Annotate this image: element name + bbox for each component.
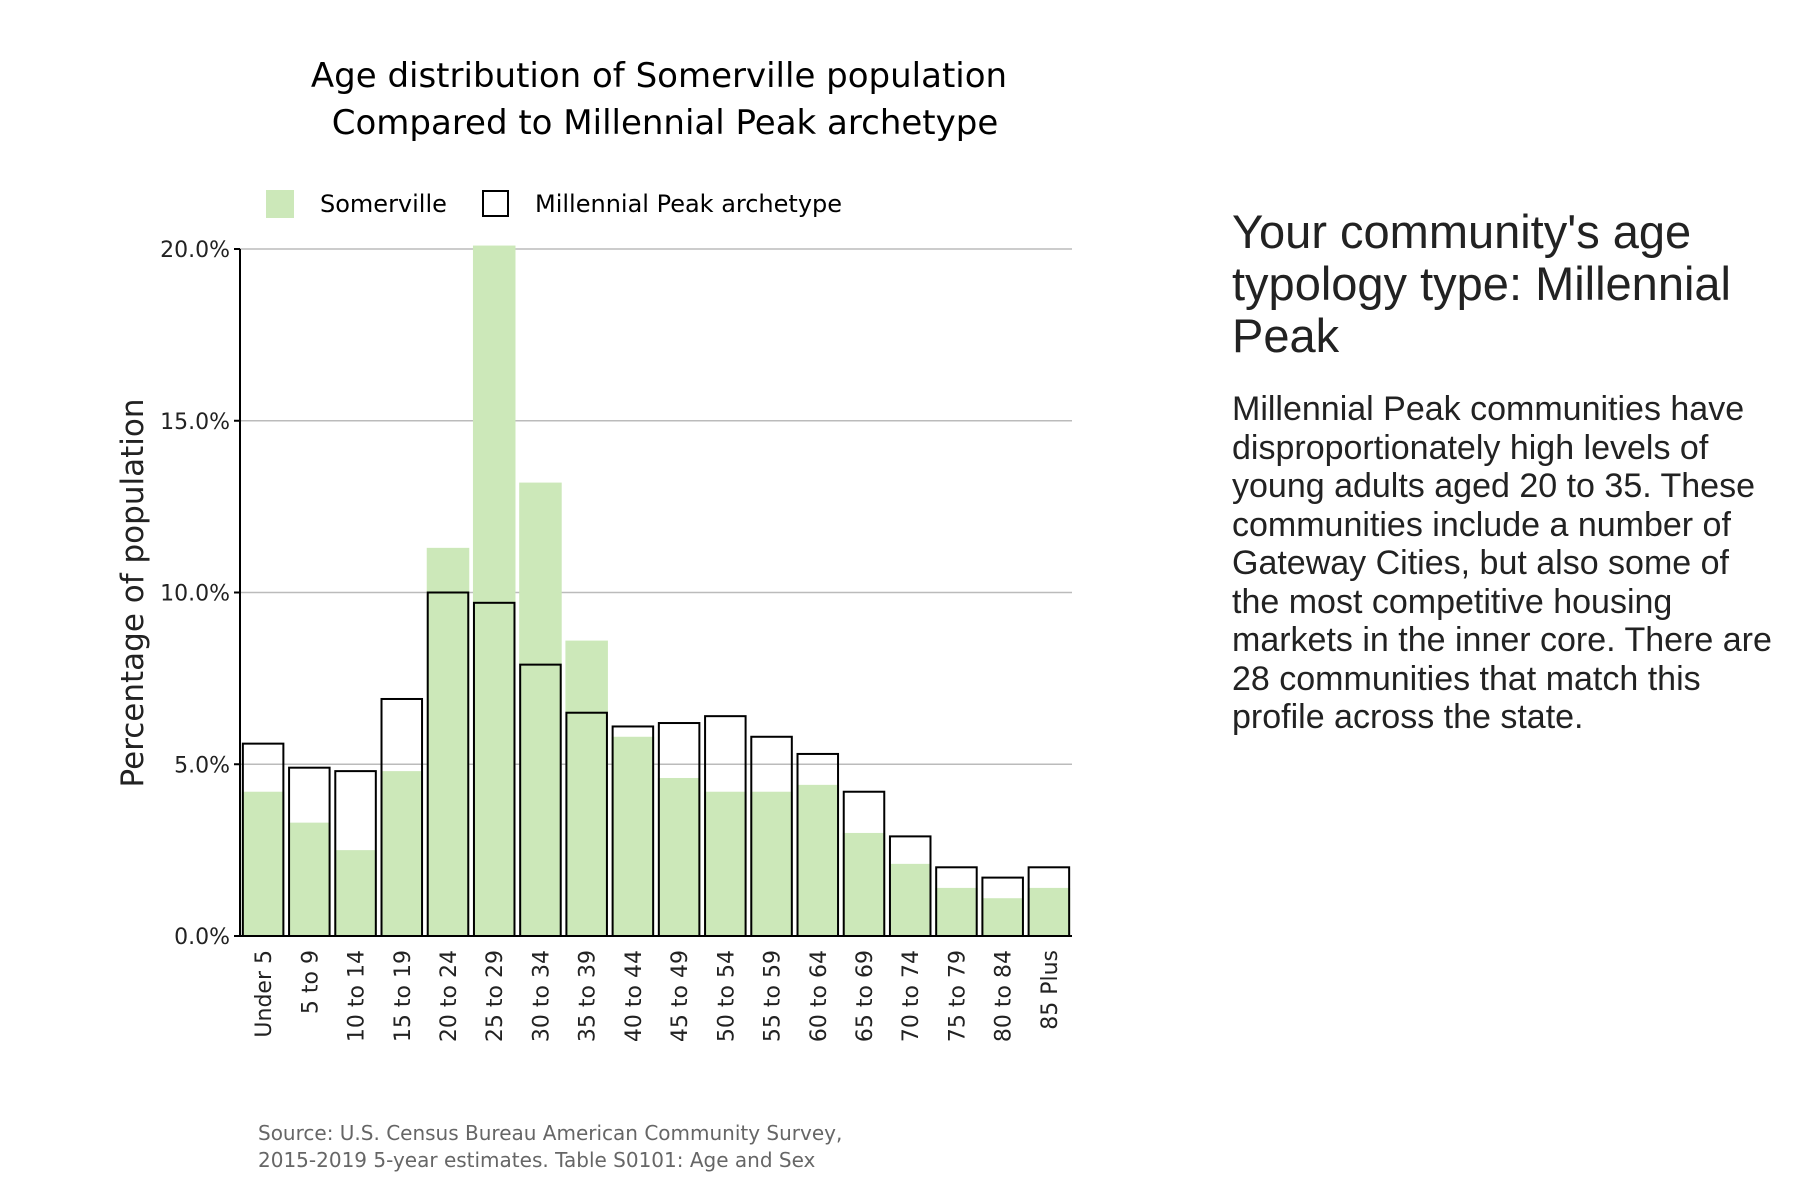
source-line-1: Source: U.S. Census Bureau American Comm… bbox=[258, 1121, 842, 1145]
chart-subtitle: Compared to Millennial Peak archetype bbox=[332, 103, 999, 143]
y-tick-label: 10.0% bbox=[160, 582, 230, 607]
somerville-bar-65-to-69 bbox=[842, 832, 886, 936]
x-tick-label: 45 to 49 bbox=[668, 950, 693, 1042]
legend-label-archetype: Millennial Peak archetype bbox=[535, 190, 842, 218]
x-tick-label: Under 5 bbox=[252, 950, 277, 1038]
x-tick-label: 65 to 69 bbox=[853, 950, 878, 1042]
legend-swatch-archetype bbox=[482, 190, 509, 217]
x-tick-label: 30 to 34 bbox=[529, 950, 554, 1042]
somerville-bar-5-to-9 bbox=[288, 822, 331, 936]
somerville-bar-25-to-29 bbox=[472, 245, 516, 936]
gridlines bbox=[240, 248, 1072, 765]
x-tick-label: 70 to 74 bbox=[899, 950, 924, 1042]
somerville-bar-75-to-79 bbox=[935, 887, 978, 936]
somerville-bar-10-to-14 bbox=[334, 850, 377, 936]
y-tick-label: 15.0% bbox=[160, 410, 230, 435]
x-tick-label: 15 to 19 bbox=[391, 950, 416, 1042]
x-tick-label: 35 to 39 bbox=[576, 950, 601, 1042]
somerville-bar-30-to-34 bbox=[519, 482, 562, 936]
somerville-bar-80-to-84 bbox=[981, 898, 1024, 936]
y-tick-label: 0.0% bbox=[174, 925, 230, 950]
x-tick-label: 25 to 29 bbox=[483, 950, 508, 1042]
source-line-2: 2015-2019 5-year estimates. Table S0101:… bbox=[258, 1148, 816, 1172]
somerville-bar-70-to-74 bbox=[888, 863, 932, 936]
somerville-bars bbox=[241, 245, 1071, 936]
somerville-bar-55-to-59 bbox=[750, 791, 793, 936]
somerville-bar-40-to-44 bbox=[611, 736, 655, 936]
y-axis-ticks: 0.0% 5.0% 10.0% 15.0% 20.0% bbox=[160, 238, 240, 950]
typology-description: Millennial Peak communities have disprop… bbox=[1232, 390, 1772, 736]
legend-swatch-somerville bbox=[266, 190, 294, 218]
somerville-bar-85-plus bbox=[1027, 887, 1071, 936]
somerville-bar-45-to-49 bbox=[657, 777, 701, 936]
x-tick-label: 80 to 84 bbox=[992, 950, 1017, 1042]
x-axis-ticks: Under 5 5 to 9 10 to 14 15 to 19 20 to 24 25 … bbox=[252, 950, 1063, 1042]
somerville-bar-under-5 bbox=[241, 791, 285, 936]
x-tick-label: 75 to 79 bbox=[945, 950, 970, 1042]
x-tick-label: 50 to 54 bbox=[714, 950, 739, 1042]
somerville-bar-60-to-64 bbox=[796, 784, 840, 936]
x-tick-label: 85 Plus bbox=[1038, 950, 1063, 1030]
x-tick-label: 55 to 59 bbox=[761, 950, 786, 1042]
x-tick-label: 40 to 44 bbox=[622, 950, 647, 1042]
somerville-bar-35-to-39 bbox=[565, 640, 608, 936]
legend: Somerville Millennial Peak archetype bbox=[266, 190, 842, 218]
y-axis-title: Percentage of population bbox=[115, 399, 151, 788]
x-tick-label: 60 to 64 bbox=[807, 950, 832, 1042]
y-tick-label: 5.0% bbox=[174, 753, 230, 778]
x-tick-label: 5 to 9 bbox=[298, 950, 323, 1014]
somerville-bar-15-to-19 bbox=[380, 771, 424, 936]
typology-heading: Your community's age typology type: Mill… bbox=[1232, 205, 1731, 362]
y-tick-label: 20.0% bbox=[160, 238, 230, 263]
x-tick-label: 20 to 24 bbox=[437, 950, 462, 1042]
somerville-bar-20-to-24 bbox=[426, 547, 470, 936]
legend-label-somerville: Somerville bbox=[320, 190, 447, 218]
somerville-bar-50-to-54 bbox=[704, 791, 747, 936]
typology-panel: Your community's age typology type: Mill… bbox=[1232, 206, 1772, 737]
chart-title: Age distribution of Somerville populatio… bbox=[311, 56, 1007, 96]
x-tick-label: 10 to 14 bbox=[345, 950, 370, 1042]
